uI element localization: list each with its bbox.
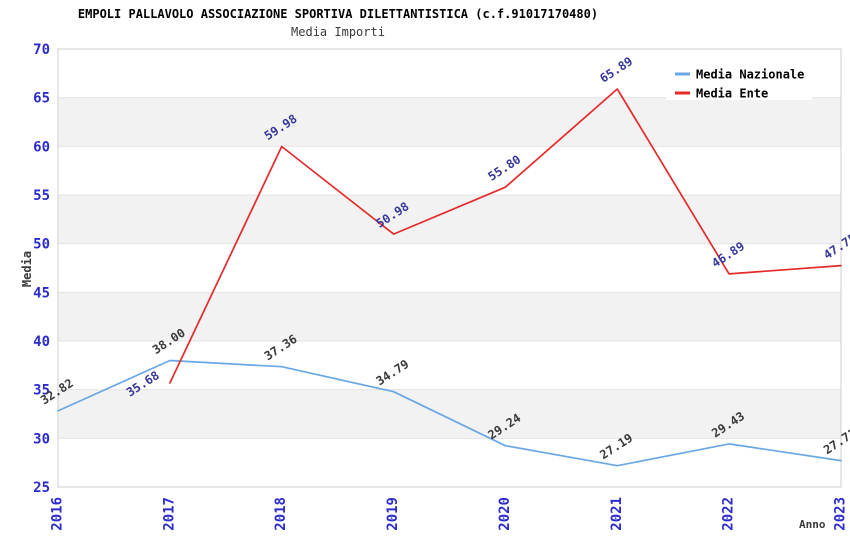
plot-band bbox=[58, 341, 841, 390]
x-axis-title: Anno bbox=[799, 518, 826, 531]
x-tick-label: 2023 bbox=[833, 497, 849, 531]
series-line-media-nazionale bbox=[57, 359, 842, 467]
legend-label-media-nazionale: Media Nazionale bbox=[696, 68, 804, 82]
plot-band bbox=[58, 438, 841, 487]
legend-label-media-ente: Media Ente bbox=[696, 87, 768, 101]
y-tick-label: 50 bbox=[33, 237, 50, 253]
x-tick-label: 2022 bbox=[721, 497, 737, 531]
plot-band bbox=[58, 292, 841, 341]
y-tick-label: 60 bbox=[33, 139, 50, 155]
plot-band bbox=[58, 97, 841, 147]
plot-band bbox=[58, 243, 841, 293]
y-tick-label: 30 bbox=[33, 431, 50, 447]
x-tick-label: 2016 bbox=[50, 497, 66, 531]
x-tick-label: 2018 bbox=[273, 497, 289, 531]
plot-band bbox=[58, 195, 841, 244]
y-tick-label: 45 bbox=[33, 285, 50, 301]
x-tick-label: 2021 bbox=[609, 497, 625, 531]
chart-subtitle: Media Importi bbox=[291, 25, 385, 39]
y-tick-label: 25 bbox=[33, 480, 50, 496]
y-tick-label: 35 bbox=[33, 383, 50, 399]
plot-band bbox=[58, 146, 841, 195]
y-tick-label: 70 bbox=[33, 42, 50, 58]
series-line-media-ente bbox=[169, 88, 842, 384]
chart-title: EMPOLI PALLAVOLO ASSOCIAZIONE SPORTIVA D… bbox=[77, 7, 599, 21]
y-axis-title: Media bbox=[20, 251, 34, 287]
y-tick-label: 40 bbox=[33, 334, 50, 350]
y-tick-label: 55 bbox=[33, 188, 50, 204]
plot-border bbox=[57, 48, 842, 488]
x-tick-label: 2017 bbox=[161, 497, 177, 531]
plot-band bbox=[58, 389, 841, 439]
y-tick-label: 65 bbox=[33, 91, 50, 107]
legend-box bbox=[666, 56, 812, 100]
x-tick-label: 2019 bbox=[385, 497, 401, 531]
x-tick-label: 2020 bbox=[497, 497, 513, 531]
